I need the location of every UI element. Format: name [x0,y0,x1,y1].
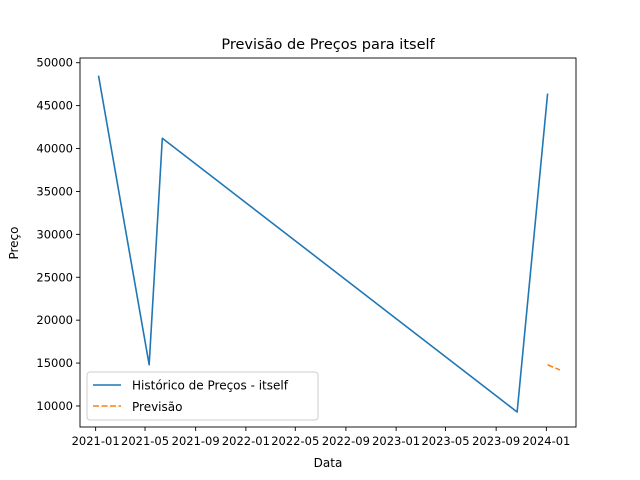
x-tick-label: 2022-05 [271,434,319,448]
x-tick-label: 2021-09 [172,434,220,448]
series-line-forecast [547,364,561,371]
x-tick-label: 2022-09 [322,434,370,448]
y-tick-label: 10000 [36,399,73,413]
y-tick-label: 50000 [36,56,73,70]
y-tick-label: 45000 [36,99,73,113]
y-tick-label: 35000 [36,184,73,198]
x-axis-ticks: 2021-01 2021-05 2021-09 2022-01 2022-05 2022-… [72,427,570,448]
y-tick-label: 20000 [36,313,73,327]
x-tick-label: 2022-01 [222,434,270,448]
plot-area [97,75,561,413]
y-tick-label: 15000 [36,356,73,370]
legend-label-forecast: Previsão [132,400,182,414]
x-tick-label: 2023-05 [421,434,469,448]
x-tick-label: 2021-01 [72,434,120,448]
legend-label-history: Histórico de Preços - itself [132,379,289,393]
y-axis-label: Preço [7,226,21,259]
legend-box [86,371,319,421]
x-tick-label: 2023-09 [472,434,520,448]
series-line-history [97,75,549,413]
x-tick-label: 2024-01 [522,434,570,448]
legend: Histórico de Preços - itself Previsão [86,371,319,421]
y-tick-label: 30000 [36,227,73,241]
y-tick-label: 40000 [36,142,73,156]
x-axis-label: Data [314,456,343,470]
chart-title: Previsão de Preços para itself [221,37,435,53]
plot-frame [79,57,577,428]
x-tick-label: 2021-05 [121,434,169,448]
x-tick-label: 2023-01 [372,434,420,448]
y-axis-ticks: 10000 15000 20000 25000 30000 35000 40000 45000… [36,56,80,413]
y-tick-label: 25000 [36,270,73,284]
